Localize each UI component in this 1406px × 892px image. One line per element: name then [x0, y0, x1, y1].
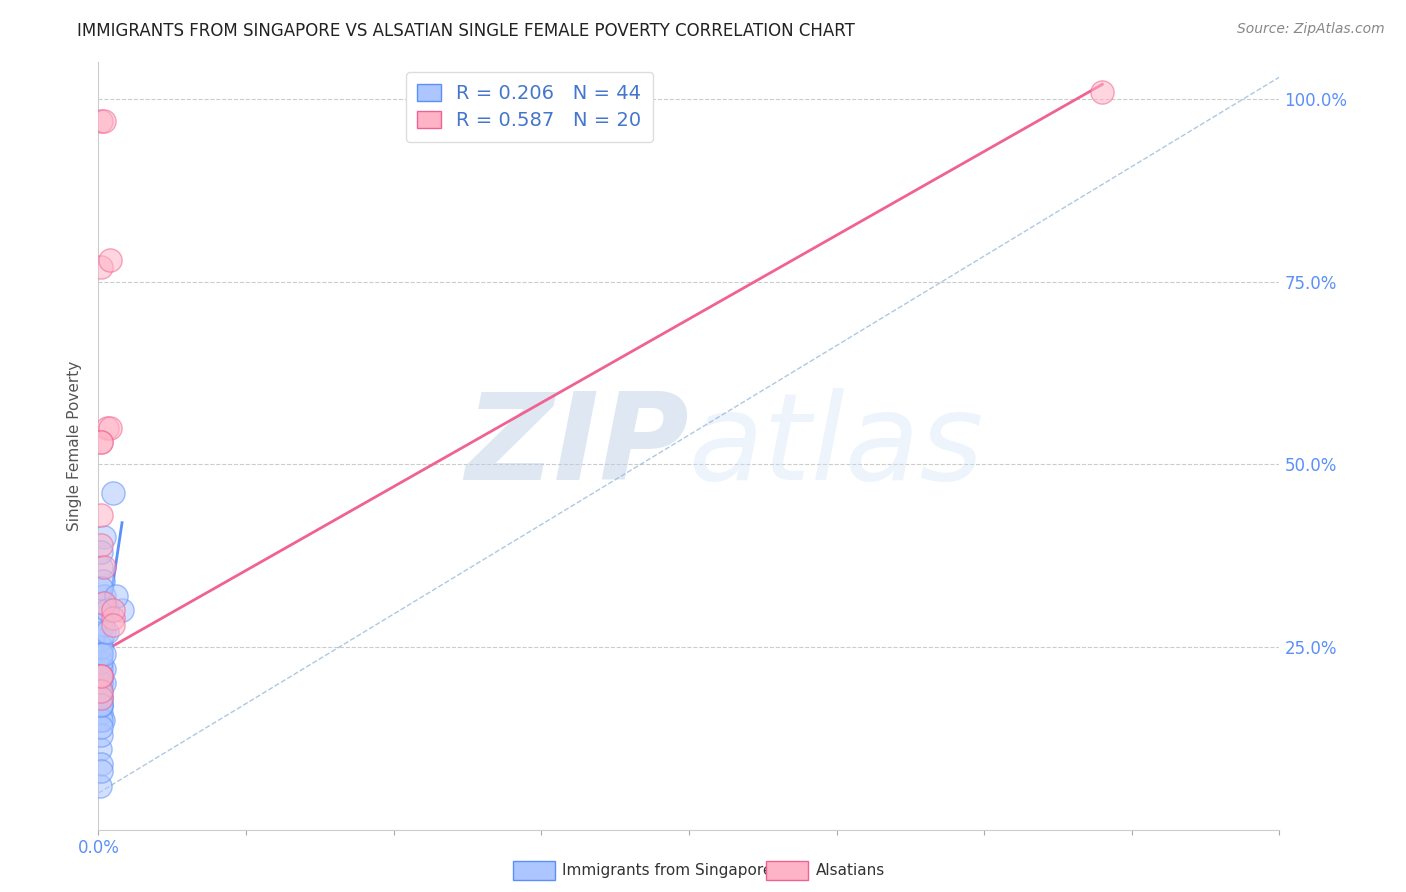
- Point: [90, 683, 112, 698]
- Point: [93, 114, 115, 128]
- Point: [90, 691, 112, 706]
- Point: [93, 676, 115, 690]
- Text: Alsatians: Alsatians: [815, 863, 884, 878]
- Point: [93, 596, 115, 610]
- Text: IMMIGRANTS FROM SINGAPORE VS ALSATIAN SINGLE FEMALE POVERTY CORRELATION CHART: IMMIGRANTS FROM SINGAPORE VS ALSATIAN SI…: [77, 22, 855, 40]
- Point: [89, 779, 111, 793]
- Point: [91, 618, 114, 632]
- Point: [103, 486, 125, 500]
- Point: [90, 647, 112, 661]
- Point: [1091, 85, 1114, 99]
- Point: [91, 574, 114, 589]
- Point: [93, 647, 115, 661]
- Point: [93, 662, 115, 676]
- Text: atlas: atlas: [689, 387, 984, 505]
- Point: [90, 114, 112, 128]
- Point: [90, 435, 112, 450]
- Text: ZIP: ZIP: [465, 387, 689, 505]
- Point: [103, 603, 125, 617]
- Point: [90, 698, 112, 713]
- Point: [103, 610, 125, 624]
- Point: [105, 589, 128, 603]
- Point: [96, 603, 118, 617]
- Point: [90, 538, 112, 552]
- Point: [90, 713, 112, 727]
- Point: [90, 698, 112, 713]
- Point: [90, 545, 112, 559]
- Point: [96, 421, 118, 435]
- Point: [90, 260, 112, 274]
- Point: [90, 756, 112, 771]
- Point: [89, 669, 111, 683]
- Point: [96, 625, 118, 640]
- Point: [90, 728, 112, 742]
- Point: [90, 691, 112, 706]
- Y-axis label: Single Female Poverty: Single Female Poverty: [67, 361, 83, 531]
- Point: [90, 691, 112, 706]
- Text: Immigrants from Singapore: Immigrants from Singapore: [562, 863, 773, 878]
- Point: [90, 508, 112, 523]
- Point: [91, 713, 114, 727]
- Point: [89, 742, 111, 756]
- Point: [90, 559, 112, 574]
- Point: [90, 655, 112, 669]
- Point: [90, 640, 112, 654]
- Point: [93, 530, 115, 544]
- Point: [93, 589, 115, 603]
- Point: [90, 669, 112, 683]
- Point: [93, 559, 115, 574]
- Point: [96, 603, 118, 617]
- Point: [90, 698, 112, 713]
- Point: [111, 603, 134, 617]
- Point: [93, 625, 115, 640]
- Point: [98, 421, 121, 435]
- Point: [90, 764, 112, 778]
- Point: [90, 706, 112, 720]
- Point: [93, 596, 115, 610]
- Point: [90, 669, 112, 683]
- Point: [90, 669, 112, 683]
- Point: [90, 662, 112, 676]
- Point: [90, 582, 112, 596]
- Point: [90, 632, 112, 647]
- Point: [90, 669, 112, 683]
- Point: [90, 676, 112, 690]
- Text: Source: ZipAtlas.com: Source: ZipAtlas.com: [1237, 22, 1385, 37]
- Legend: R = 0.206   N = 44, R = 0.587   N = 20: R = 0.206 N = 44, R = 0.587 N = 20: [406, 72, 654, 142]
- Point: [90, 435, 112, 450]
- Point: [98, 252, 121, 267]
- Point: [103, 618, 125, 632]
- Point: [90, 720, 112, 734]
- Point: [89, 683, 111, 698]
- Point: [90, 683, 112, 698]
- Point: [90, 647, 112, 661]
